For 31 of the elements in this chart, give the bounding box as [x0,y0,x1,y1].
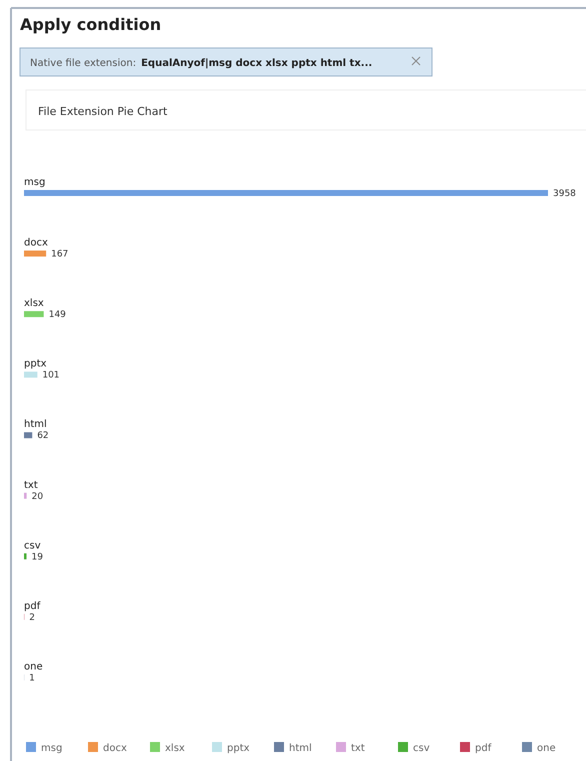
text: Native file extension: [30,58,136,69]
y-tick-label: docx [24,238,48,249]
y-tick-label: xlsx [24,298,44,310]
data-label: 2 [29,612,35,623]
legend-label: docx [103,743,127,754]
data-label: 167 [51,250,68,260]
data-label: 19 [32,552,44,562]
legend-label: csv [413,743,430,754]
legend-label: msg [41,743,62,754]
data-label: 62 [37,431,49,442]
y-tick-label: pptx [24,358,47,370]
y-tick-label: html [24,419,47,430]
data-label: 101 [42,370,60,381]
text: Apply condition [20,15,162,34]
y-tick-label: csv [24,540,41,552]
legend-label: pptx [227,743,250,754]
data-label: 3958 [553,189,576,199]
legend-label: pdf [475,743,492,754]
legend-label: xlsx [165,743,185,754]
data-label: 20 [32,492,44,502]
y-tick-label: one [24,661,43,672]
legend-label: txt [351,743,365,754]
data-label: 1 [29,673,35,684]
data-label: 149 [48,310,66,320]
legend-label: one [537,743,556,754]
y-tick-label: pdf [24,600,41,612]
chart-title: File Extension Pie Chart [38,105,168,118]
text: EqualAnyof|msg docx xlsx pptx html tx... [141,58,372,69]
y-tick-label: msg [24,177,46,188]
legend-label: html [289,743,312,754]
y-tick-label: txt [24,480,38,491]
